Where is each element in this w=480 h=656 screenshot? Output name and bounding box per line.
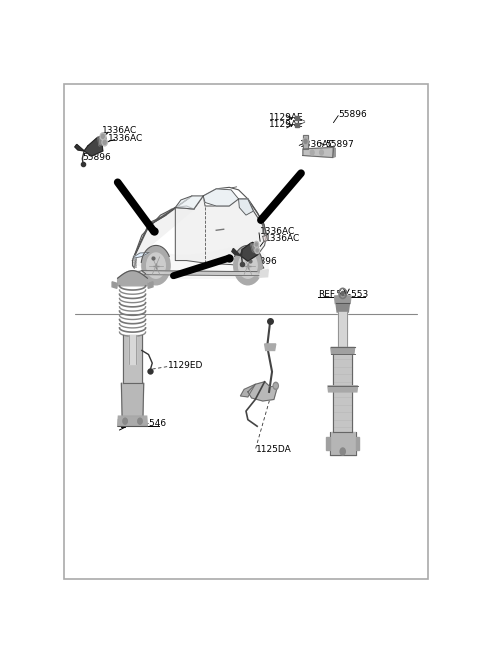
Circle shape <box>273 382 278 390</box>
Polygon shape <box>132 255 136 268</box>
Circle shape <box>101 134 104 138</box>
Circle shape <box>340 448 345 455</box>
Circle shape <box>123 418 127 424</box>
Polygon shape <box>118 271 147 286</box>
Text: 55896: 55896 <box>83 152 111 161</box>
Polygon shape <box>334 354 352 432</box>
Circle shape <box>234 247 262 285</box>
Text: 55897: 55897 <box>325 140 354 149</box>
Polygon shape <box>240 242 258 261</box>
Polygon shape <box>142 271 259 276</box>
Polygon shape <box>121 383 144 416</box>
Circle shape <box>274 384 277 388</box>
Text: 1129AE: 1129AE <box>269 120 304 129</box>
Polygon shape <box>336 304 349 312</box>
Text: 1336AC: 1336AC <box>260 227 295 236</box>
Polygon shape <box>132 206 194 260</box>
Polygon shape <box>356 438 360 450</box>
Text: 1336AC: 1336AC <box>300 140 335 149</box>
Polygon shape <box>333 148 335 157</box>
Polygon shape <box>132 271 142 277</box>
Circle shape <box>303 138 308 145</box>
Circle shape <box>142 247 170 285</box>
Circle shape <box>102 139 107 146</box>
Polygon shape <box>129 335 136 364</box>
Circle shape <box>103 140 106 144</box>
Polygon shape <box>335 296 351 304</box>
Polygon shape <box>240 384 255 397</box>
Polygon shape <box>84 137 103 156</box>
Polygon shape <box>232 249 240 255</box>
Polygon shape <box>118 416 147 426</box>
Circle shape <box>147 253 165 278</box>
Circle shape <box>311 150 314 155</box>
Polygon shape <box>132 245 268 278</box>
Circle shape <box>100 133 106 140</box>
Polygon shape <box>264 344 276 350</box>
Polygon shape <box>132 215 166 260</box>
Polygon shape <box>148 282 153 289</box>
Polygon shape <box>133 253 149 258</box>
Text: 1336AC: 1336AC <box>108 134 144 143</box>
Text: 1336AC: 1336AC <box>102 126 137 134</box>
Polygon shape <box>149 196 192 225</box>
Circle shape <box>255 247 259 253</box>
Text: 55896: 55896 <box>248 257 276 266</box>
Polygon shape <box>175 196 203 209</box>
Circle shape <box>304 139 307 144</box>
Polygon shape <box>331 348 355 354</box>
Circle shape <box>256 249 258 252</box>
Polygon shape <box>175 196 266 268</box>
Polygon shape <box>303 148 334 157</box>
Polygon shape <box>98 134 107 146</box>
Polygon shape <box>328 386 358 392</box>
Text: 55896: 55896 <box>338 110 367 119</box>
Text: REF.54-553: REF.54-553 <box>318 291 368 299</box>
Polygon shape <box>239 199 253 215</box>
Text: 1125DA: 1125DA <box>256 445 292 455</box>
Text: REF.54-546: REF.54-546 <box>117 419 167 428</box>
Polygon shape <box>203 189 239 206</box>
Polygon shape <box>259 270 268 277</box>
Text: 1336AC: 1336AC <box>265 234 300 243</box>
Polygon shape <box>326 438 330 450</box>
Polygon shape <box>248 382 277 401</box>
Polygon shape <box>251 243 259 253</box>
Polygon shape <box>338 312 347 352</box>
Circle shape <box>138 418 142 424</box>
Polygon shape <box>112 282 117 289</box>
Circle shape <box>341 291 344 295</box>
Polygon shape <box>75 144 84 151</box>
Polygon shape <box>330 432 356 455</box>
Circle shape <box>254 241 259 247</box>
Circle shape <box>255 243 258 246</box>
Text: 1129AE: 1129AE <box>269 113 304 121</box>
Polygon shape <box>303 135 309 149</box>
Polygon shape <box>263 236 267 242</box>
Polygon shape <box>123 335 142 383</box>
Circle shape <box>320 150 324 155</box>
Text: 1129ED: 1129ED <box>168 361 203 370</box>
Circle shape <box>239 253 257 278</box>
